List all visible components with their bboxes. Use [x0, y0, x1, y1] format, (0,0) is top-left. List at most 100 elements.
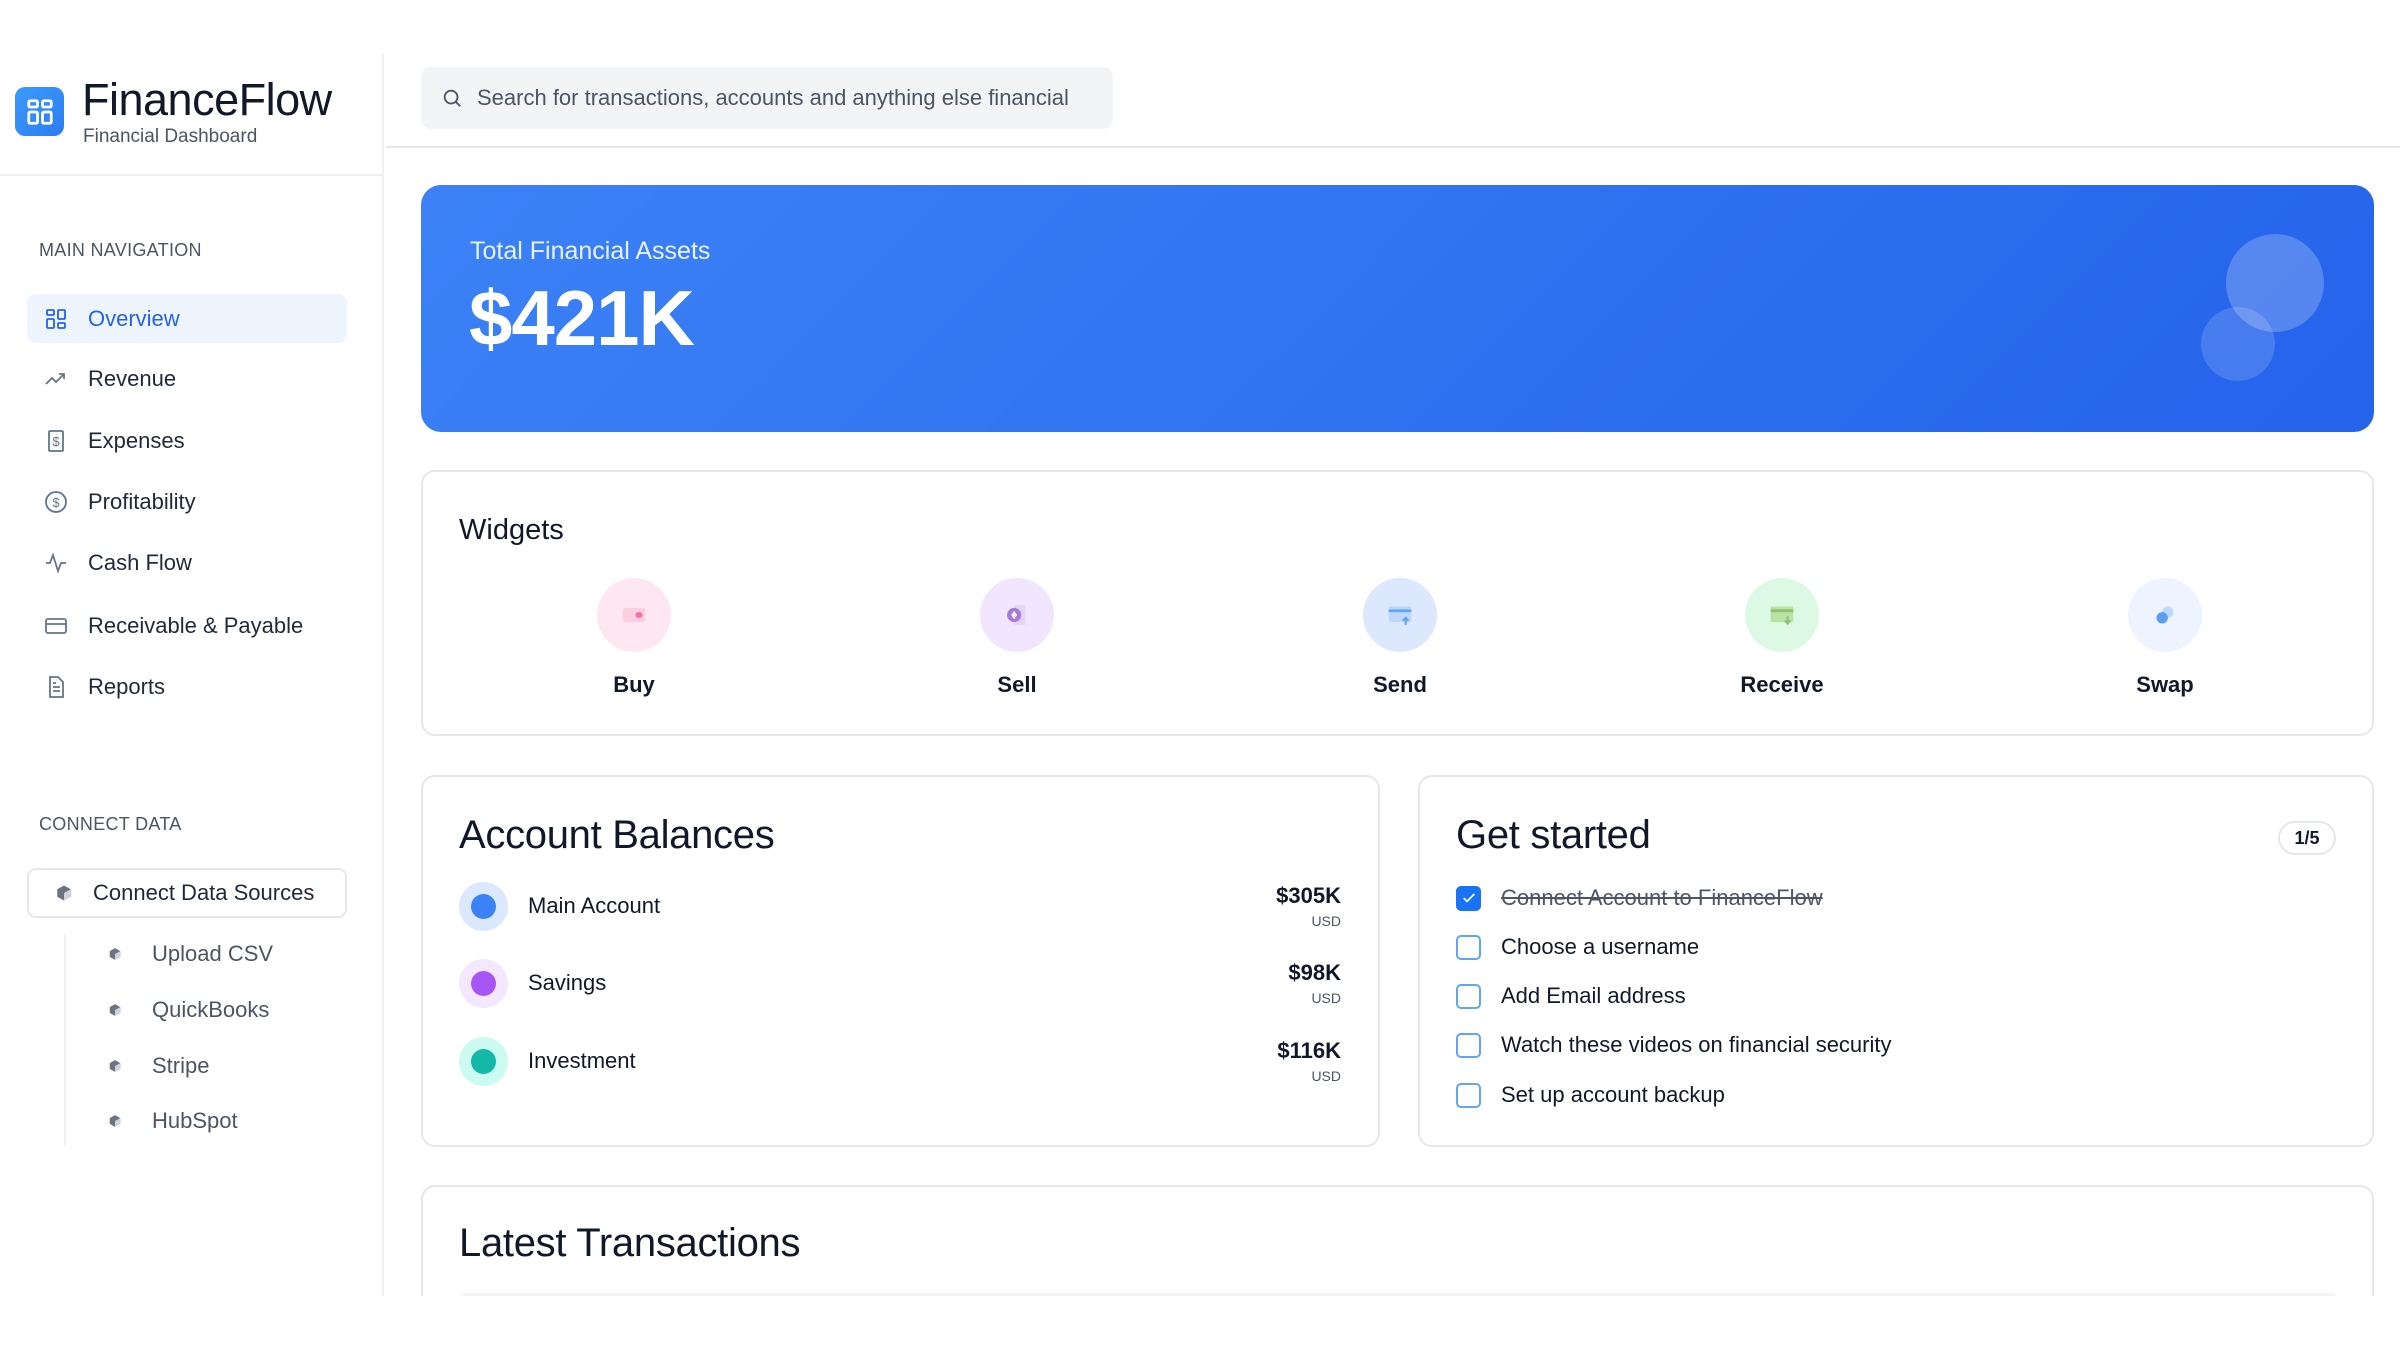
source-quickbooks[interactable]: QuickBooks [108, 990, 269, 1030]
widget-send[interactable]: Send [1320, 578, 1480, 698]
source-stripe[interactable]: Stripe [108, 1046, 209, 1086]
brand-subtitle: Financial Dashboard [83, 126, 258, 147]
main-navigation-heading: MAIN NAVIGATION [39, 240, 202, 260]
cube-icon [57, 885, 71, 901]
get-started-title: Get started [1456, 813, 1651, 857]
account-row-investment[interactable]: Investment $116K USD [459, 1036, 1341, 1086]
account-amount: $305K [1276, 883, 1341, 908]
checkbox[interactable] [1456, 1032, 1481, 1058]
source-label: QuickBooks [152, 997, 270, 1022]
sidebar-item-label: Reports [88, 673, 166, 699]
account-name: Main Account [528, 893, 661, 918]
account-balances-title: Account Balances [459, 813, 775, 857]
source-label: HubSpot [152, 1108, 238, 1133]
search-bar[interactable] [421, 67, 1113, 129]
account-row-savings[interactable]: Savings $98K USD [459, 958, 1341, 1008]
card-receive-icon [1770, 606, 1794, 626]
total-assets-banner: Total Financial Assets $421K [421, 185, 2374, 432]
tag-icon [1007, 605, 1026, 625]
account-name: Investment [528, 1048, 636, 1073]
activity-icon [46, 551, 66, 574]
connect-data-sources-label: Connect Data Sources [93, 880, 315, 905]
task-add-email[interactable]: Add Email address [1456, 981, 1686, 1011]
sidebar [0, 53, 384, 1296]
sidebar-item-label: Receivable & Payable [88, 612, 304, 638]
header-divider [386, 146, 2400, 148]
widget-label: Sell [997, 672, 1037, 697]
card-send-icon [1388, 606, 1412, 625]
search-icon [443, 89, 461, 107]
task-account-backup[interactable]: Set up account backup [1456, 1080, 1725, 1110]
task-label: Choose a username [1501, 934, 1700, 959]
task-label: Connect Account to FinanceFlow [1501, 885, 1823, 910]
account-balances-card: Account Balances Main Account $305K USD Sa… [421, 775, 1380, 1147]
page-bottom [0, 1296, 2400, 1350]
svg-text:$: $ [52, 495, 60, 510]
widget-sell[interactable]: Sell [937, 578, 1097, 698]
account-amount: $116K [1277, 1038, 1341, 1063]
sidebar-item-label: Expenses [88, 427, 185, 453]
dollar-circle-icon: $ [45, 490, 67, 513]
widget-label: Swap [2136, 672, 2194, 697]
decorative-circle [2201, 307, 2275, 381]
cube-icon [109, 1004, 121, 1016]
credit-card-icon [45, 617, 67, 634]
trending-up-icon [45, 372, 65, 385]
svg-text:$: $ [52, 434, 60, 449]
widget-swap[interactable]: Swap [2085, 578, 2245, 698]
grid-icon [46, 308, 66, 329]
sidebar-item-receivable-payable[interactable]: Receivable & Payable [27, 601, 347, 650]
widget-label: Buy [613, 672, 655, 697]
sidebar-item-overview[interactable]: Overview [27, 294, 347, 343]
task-connect-account[interactable]: Connect Account to FinanceFlow [1456, 883, 1823, 913]
document-icon [49, 675, 64, 698]
account-name: Savings [528, 970, 607, 995]
task-watch-videos[interactable]: Watch these videos on financial security [1456, 1030, 1892, 1060]
get-started-card: Get started 1/5 Connect Account to Finan… [1418, 775, 2374, 1147]
task-label: Add Email address [1501, 983, 1686, 1008]
sidebar-item-expenses[interactable]: $ Expenses [27, 416, 347, 465]
task-label: Set up account backup [1501, 1082, 1725, 1107]
account-currency: USD [1311, 913, 1341, 929]
task-choose-username[interactable]: Choose a username [1456, 932, 1699, 962]
account-currency: USD [1311, 1068, 1341, 1084]
widget-label: Send [1373, 672, 1427, 697]
source-hubspot[interactable]: HubSpot [108, 1101, 238, 1141]
progress-badge: 1/5 [2278, 821, 2336, 855]
check-icon [1462, 893, 1475, 903]
sidebar-item-profitability[interactable]: $ Profitability [27, 477, 347, 526]
widget-buy[interactable]: Buy [554, 578, 714, 698]
receipt-dollar-icon: $ [48, 429, 64, 452]
checkbox-checked[interactable] [1456, 885, 1481, 911]
source-upload-csv[interactable]: Upload CSV [108, 934, 273, 974]
widgets-title: Widgets [459, 514, 564, 546]
account-row-main[interactable]: Main Account $305K USD [459, 881, 1341, 931]
decorative-circle [2226, 234, 2324, 332]
sidebar-item-label: Profitability [88, 488, 196, 514]
widget-label: Receive [1740, 672, 1824, 697]
total-assets-label: Total Financial Assets [470, 237, 711, 265]
sidebar-item-label: Cash Flow [88, 549, 192, 575]
widgets-card: Widgets Buy Sell Send Receive Swap [421, 470, 2374, 736]
source-label: Stripe [152, 1053, 210, 1078]
sidebar-item-reports[interactable]: Reports [27, 662, 347, 711]
grid-icon[interactable] [15, 87, 64, 136]
checkbox[interactable] [1456, 934, 1481, 960]
task-label: Watch these videos on financial security [1501, 1032, 1892, 1057]
divider [64, 935, 66, 1145]
source-label: Upload CSV [152, 941, 274, 966]
cube-icon [109, 948, 121, 960]
sidebar-item-label: Overview [88, 305, 180, 331]
sidebar-item-label: Revenue [88, 365, 177, 391]
search-input[interactable] [477, 85, 1087, 111]
checkbox[interactable] [1456, 983, 1481, 1009]
swap-icon [2156, 606, 2174, 624]
divider [0, 174, 384, 176]
account-amount: $98K [1288, 960, 1341, 985]
sidebar-item-revenue[interactable]: Revenue [27, 354, 347, 403]
cube-icon [109, 1115, 121, 1127]
widget-receive[interactable]: Receive [1702, 578, 1862, 698]
sidebar-item-cash-flow[interactable]: Cash Flow [27, 538, 347, 587]
connect-data-sources-button[interactable]: Connect Data Sources [27, 868, 347, 918]
checkbox[interactable] [1456, 1082, 1481, 1108]
